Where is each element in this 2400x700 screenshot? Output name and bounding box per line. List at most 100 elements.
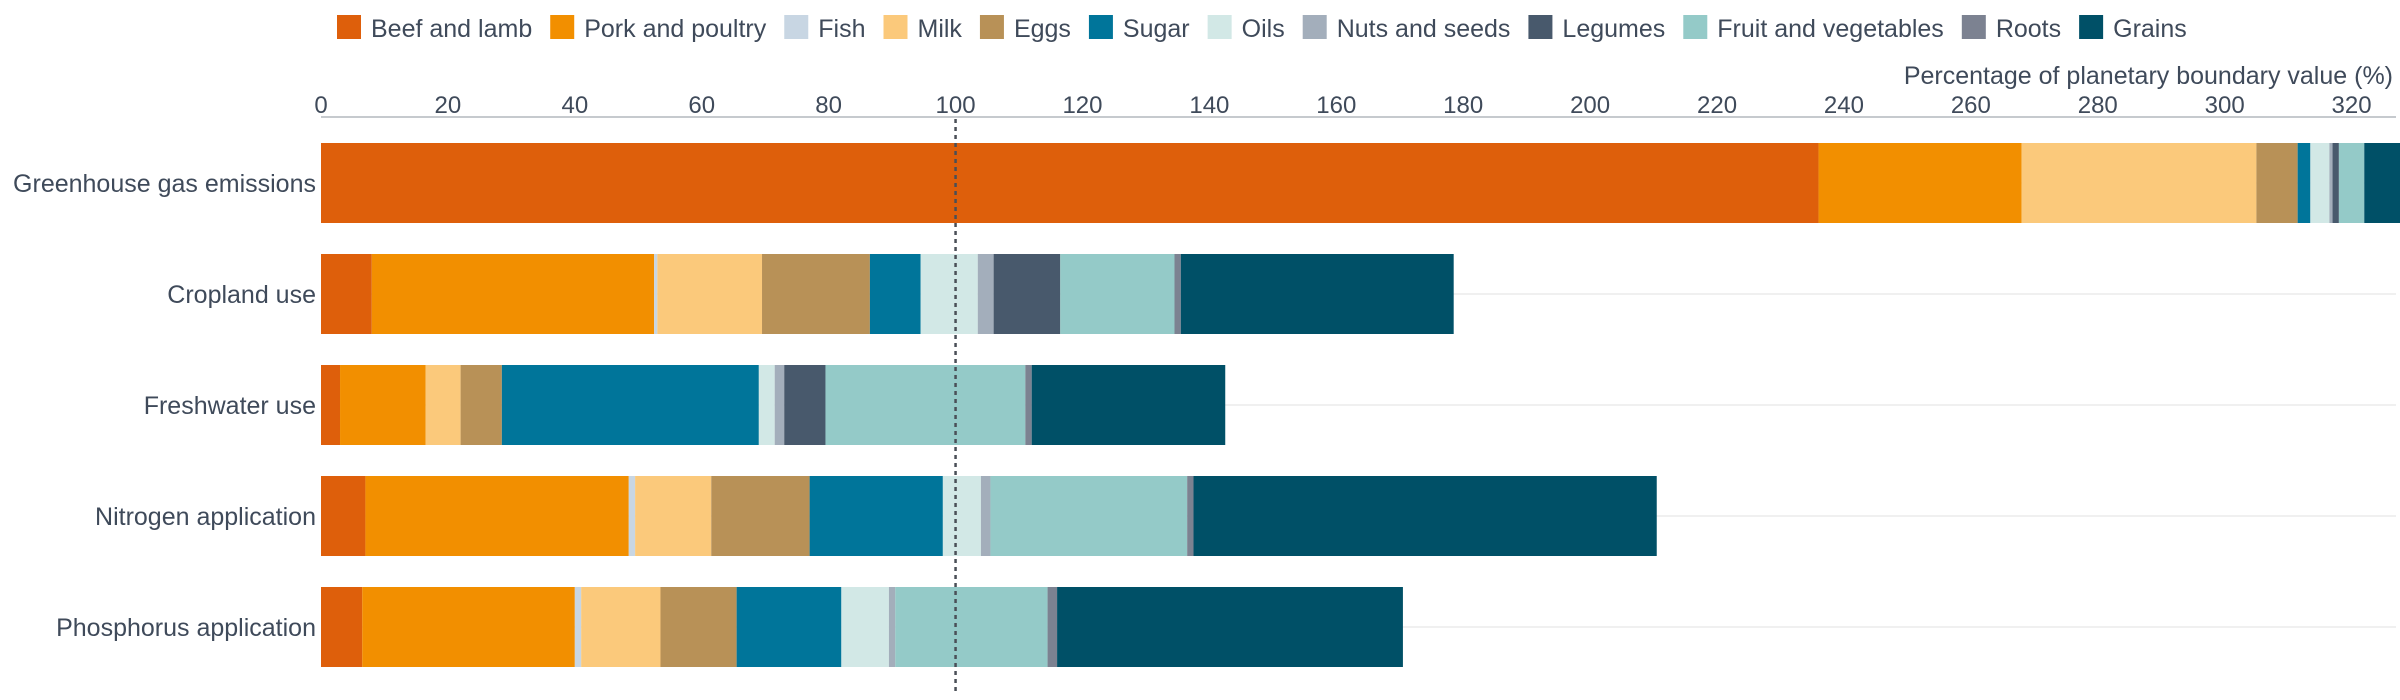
bar-segment-sugar [501,365,759,445]
category-label: Freshwater use [144,392,316,420]
x-tick-label: 200 [1570,92,1610,119]
bar-row-nitrogen-application [321,476,1657,556]
bar-segment-oils [841,587,889,667]
bar-segment-grains [1180,254,1454,334]
x-tick-label: 240 [1824,92,1864,119]
bar-segment-legumes [2332,143,2339,223]
legend-label: Legumes [1562,15,1665,43]
legend-swatch [1302,15,1327,39]
bar-segment-nuts-and-seeds [980,476,991,556]
bar-segment-fruit-and-vegetables [990,476,1188,556]
legend-label: Pork and poultry [584,15,767,43]
legend-swatch [1683,15,1708,39]
legend-item-grains: Grains [2079,15,2187,43]
x-tick-label: 260 [1951,92,1991,119]
bar-row-greenhouse-gas-emissions [321,143,2400,223]
category-labels: Greenhouse gas emissions Cropland use Fres… [13,170,316,642]
bar-segment-fruit-and-vegetables [2338,143,2365,223]
legend-swatch [784,15,809,39]
bar-segment-eggs [711,476,810,556]
bar-segment-beef-and-lamb [321,254,372,334]
bar-segment-roots [1174,254,1181,334]
bar-row-phosphorus-application [321,587,1403,667]
x-tick-label: 280 [2078,92,2118,119]
bar-segment-milk [657,254,763,334]
bar-segment-beef-and-lamb [321,476,366,556]
legend-swatch [337,15,361,39]
bar-segment-eggs [460,365,502,445]
legend-item-beef-and-lamb: Beef and lamb [337,15,532,43]
x-tick-label: 120 [1062,92,1102,119]
legend-swatch [1207,15,1232,39]
bar-segment-fish [628,476,636,556]
x-axis-title: Percentage of planetary boundary value (… [1904,62,2393,90]
legend-swatch [883,15,908,39]
legend: Beef and lamb Pork and poultry Fish Milk Egg… [337,15,2187,43]
bar-segment-eggs [660,587,737,667]
bar-segment-beef-and-lamb [321,365,341,445]
bar-segment-nuts-and-seeds [2329,143,2333,223]
bar-segment-pork-and-poultry [1818,143,2022,223]
x-tick-label: 20 [435,92,462,119]
bar-segment-nuts-and-seeds [977,254,994,334]
legend-label: Fish [818,15,865,43]
category-label: Nitrogen application [95,503,316,531]
legend-item-fish: Fish [784,15,866,43]
x-tick-label: 160 [1316,92,1356,119]
legend-item-legumes: Legumes [1528,15,1665,43]
bar-segment-fruit-and-vegetables [895,587,1048,667]
category-label: Phosphorus application [56,614,316,642]
bar-segment-grains [2364,143,2400,223]
category-label: Cropland use [167,281,316,309]
bar-segment-grains [1031,365,1226,445]
legend-swatch [550,15,575,39]
bar-segment-nuts-and-seeds [888,587,896,667]
bar-segment-pork-and-poultry [371,254,655,334]
bar-segment-milk [425,365,461,445]
bar-segment-grains [1193,476,1657,556]
bar-segment-pork-and-poultry [362,587,575,667]
bar-segment-fish [574,587,582,667]
x-tick-label: 40 [561,92,588,119]
legend-swatch [979,15,1004,39]
bars [321,143,2400,667]
bar-segment-sugar [2297,143,2311,223]
legend-item-pork-and-poultry: Pork and poultry [550,15,767,43]
legend-swatch [1528,15,1553,39]
bar-segment-nuts-and-seeds [774,365,785,445]
bar-segment-beef-and-lamb [321,143,1819,223]
bar-segment-sugar [809,476,943,556]
bar-segment-roots [1025,365,1032,445]
bar-segment-oils [920,254,978,334]
bar-segment-eggs [2256,143,2298,223]
bar-row-freshwater-use [321,365,1226,445]
x-axis: 0 20 40 60 80 100 120 140 160 180 200 220 240 260 280 3… [314,92,2396,119]
legend-swatch [1088,15,1113,39]
bar-segment-beef-and-lamb [321,587,363,667]
bar-segment-roots [1187,476,1194,556]
bar-segment-sugar [736,587,842,667]
bar-segment-fruit-and-vegetables [1060,254,1175,334]
legend-label: Roots [1996,15,2061,43]
bar-segment-oils [758,365,775,445]
legend-item-roots: Roots [1961,15,2061,43]
x-tick-label: 0 [314,92,327,119]
bar-segment-legumes [993,254,1061,334]
bar-segment-grains [1057,587,1403,667]
x-tick-label: 320 [2332,92,2372,119]
legend-item-milk: Milk [883,15,962,43]
legend-item-nuts-and-seeds: Nuts and seeds [1302,15,1510,43]
legend-label: Beef and lamb [371,15,532,43]
legend-swatch [2079,15,2104,39]
legend-item-oils: Oils [1207,15,1285,43]
legend-item-sugar: Sugar [1088,15,1190,43]
bar-segment-sugar [869,254,921,334]
legend-item-fruit-and-vegetables: Fruit and vegetables [1683,15,1944,43]
x-tick-label: 140 [1189,92,1229,119]
legend-swatch [1961,15,1986,39]
bar-segment-pork-and-poultry [365,476,629,556]
bar-segment-milk [2021,143,2257,223]
bar-row-cropland-use [321,254,1454,334]
bar-segment-legumes [784,365,826,445]
